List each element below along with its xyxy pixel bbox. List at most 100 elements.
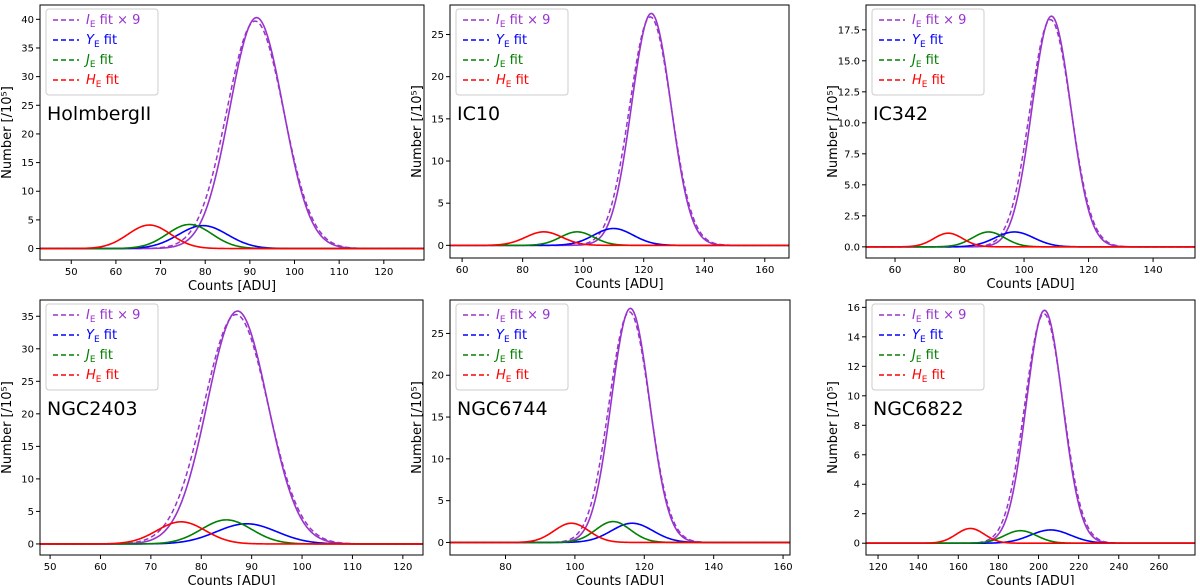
x-axis-label: Counts [ADU] <box>986 277 1074 292</box>
legend-label-ie: IE fit × 9 <box>912 308 966 325</box>
plot-frame <box>449 4 790 259</box>
legend-label-he: HE fit <box>86 368 119 385</box>
legend-label-je: JE fit <box>83 53 113 70</box>
series-group <box>40 16 424 250</box>
series-je-curve <box>450 520 790 544</box>
plot-frame <box>39 299 424 556</box>
series-he-curve <box>866 527 1195 545</box>
x-tick-label: 120 <box>634 265 653 276</box>
y-tick-label: 10 <box>431 157 444 168</box>
legend-label-he: HE fit <box>86 73 119 90</box>
y-axis-label: Number [/10⁵] <box>826 381 841 474</box>
x-tick-label: 120 <box>635 562 654 573</box>
y-tick-label: 2.5 <box>844 211 860 222</box>
x-tick-label: 140 <box>1144 265 1163 276</box>
x-tick-label: 50 <box>44 562 57 573</box>
x-tick-label: 120 <box>1079 265 1098 276</box>
legend-label-je: JE fit <box>493 53 523 70</box>
legend-label-je: JE fit <box>83 348 113 365</box>
legend-label-ye: YE fit <box>86 328 117 345</box>
series-je-curve <box>866 529 1195 545</box>
y-tick-label: 14 <box>847 332 860 343</box>
x-tick-label: 220 <box>1069 562 1088 573</box>
x-tick-label: 160 <box>755 265 774 276</box>
x-tick-label: 80 <box>195 562 208 573</box>
chart-title: NGC6744 <box>457 398 548 420</box>
series-je-curve <box>450 231 789 247</box>
legend-box <box>455 8 569 96</box>
chart-title: IC10 <box>457 103 500 125</box>
x-tick-label: 100 <box>285 267 304 278</box>
x-tick-label: 100 <box>565 562 584 573</box>
legend-label-ye: YE fit <box>86 33 117 50</box>
y-tick-label: 20 <box>21 409 34 420</box>
x-tick-label: 180 <box>989 562 1008 573</box>
y-tick-label: 25 <box>21 377 34 388</box>
legend-label-ye: YE fit <box>496 328 527 345</box>
legend-label-ye: YE fit <box>912 328 943 345</box>
plot-frame <box>865 4 1196 259</box>
y-tick-label: 20 <box>21 129 34 140</box>
series-group <box>40 310 423 545</box>
x-tick-label: 110 <box>330 267 349 278</box>
legend-label-je: JE fit <box>909 348 939 365</box>
y-tick-label: 35 <box>21 312 34 323</box>
y-tick-label: 17.5 <box>838 25 860 36</box>
y-tick-label: 12 <box>847 362 860 373</box>
x-axis-label: Counts [ADU] <box>575 277 663 292</box>
y-tick-label: 8 <box>854 421 860 432</box>
y-tick-label: 6 <box>854 450 860 461</box>
y-tick-label: 15.0 <box>838 56 860 67</box>
legend-label-ie: IE fit × 9 <box>496 13 550 30</box>
y-tick-label: 40 <box>21 15 34 26</box>
chart-panel-3: 50 60 70 80 90 100 110 120 0 5 10 15 20 25 30 35 Counts … <box>0 299 424 585</box>
x-axis-label: Counts [ADU] <box>986 574 1074 585</box>
x-tick-label: 120 <box>374 267 393 278</box>
x-tick-label: 90 <box>243 267 256 278</box>
legend-label-ye: YE fit <box>496 33 527 50</box>
y-tick-label: 0 <box>28 539 34 550</box>
x-axis-label: Counts [ADU] <box>576 574 664 585</box>
legend-label-ie: IE fit × 9 <box>912 13 966 30</box>
legend-label-he: HE fit <box>912 73 945 90</box>
x-tick-label: 100 <box>1015 265 1034 276</box>
x-axis-label: Counts [ADU] <box>188 279 276 294</box>
x-tick-label: 90 <box>245 562 258 573</box>
x-tick-label: 100 <box>574 265 593 276</box>
legend-label-je: JE fit <box>909 53 939 70</box>
y-tick-label: 15 <box>21 442 34 453</box>
series-je-curve <box>40 519 423 545</box>
x-tick-label: 140 <box>909 562 928 573</box>
series-he-curve <box>40 224 424 250</box>
x-tick-label: 80 <box>199 267 212 278</box>
x-tick-label: 200 <box>1029 562 1048 573</box>
x-tick-label: 60 <box>110 267 123 278</box>
legend-label-he: HE fit <box>912 368 945 385</box>
legend-label-he: HE fit <box>496 368 529 385</box>
y-tick-label: 10 <box>21 187 34 198</box>
y-tick-label: 2 <box>854 509 860 520</box>
series-ye-curve <box>450 522 790 544</box>
x-tick-label: 160 <box>774 562 793 573</box>
y-tick-label: 5 <box>28 507 34 518</box>
y-tick-label: 10 <box>847 391 860 402</box>
x-tick-label: 120 <box>868 562 887 573</box>
legend-label-ie: IE fit × 9 <box>86 308 140 325</box>
legend-label-ie: IE fit × 9 <box>86 13 140 30</box>
y-axis-label: Number [/10⁵] <box>0 86 15 179</box>
chart-panel-4: 80 100 120 140 160 0 5 10 15 20 25 Counts [ADU] Numb… <box>410 299 793 585</box>
plot-frame <box>865 299 1196 556</box>
y-tick-label: 5 <box>28 215 34 226</box>
y-tick-label: 5 <box>438 199 444 210</box>
legend-box <box>871 8 985 96</box>
chart-panel-1: 60 80 100 120 140 160 0 5 10 15 20 25 Counts [ADU] Nu… <box>410 4 790 292</box>
y-tick-label: 25 <box>431 329 444 340</box>
y-axis-label: Number [/10⁵] <box>826 85 841 178</box>
y-tick-label: 0.0 <box>844 242 860 253</box>
chart-panel-5: 120 140 160 180 200 220 240 260 0 2 4 6 8 10 12 14 16 Cou… <box>826 299 1196 585</box>
legend-label-ye: YE fit <box>912 33 943 50</box>
legend-box <box>455 303 569 391</box>
chart-title: HolmbergII <box>47 103 151 125</box>
y-tick-label: 5.0 <box>844 180 860 191</box>
series-group <box>450 12 789 247</box>
